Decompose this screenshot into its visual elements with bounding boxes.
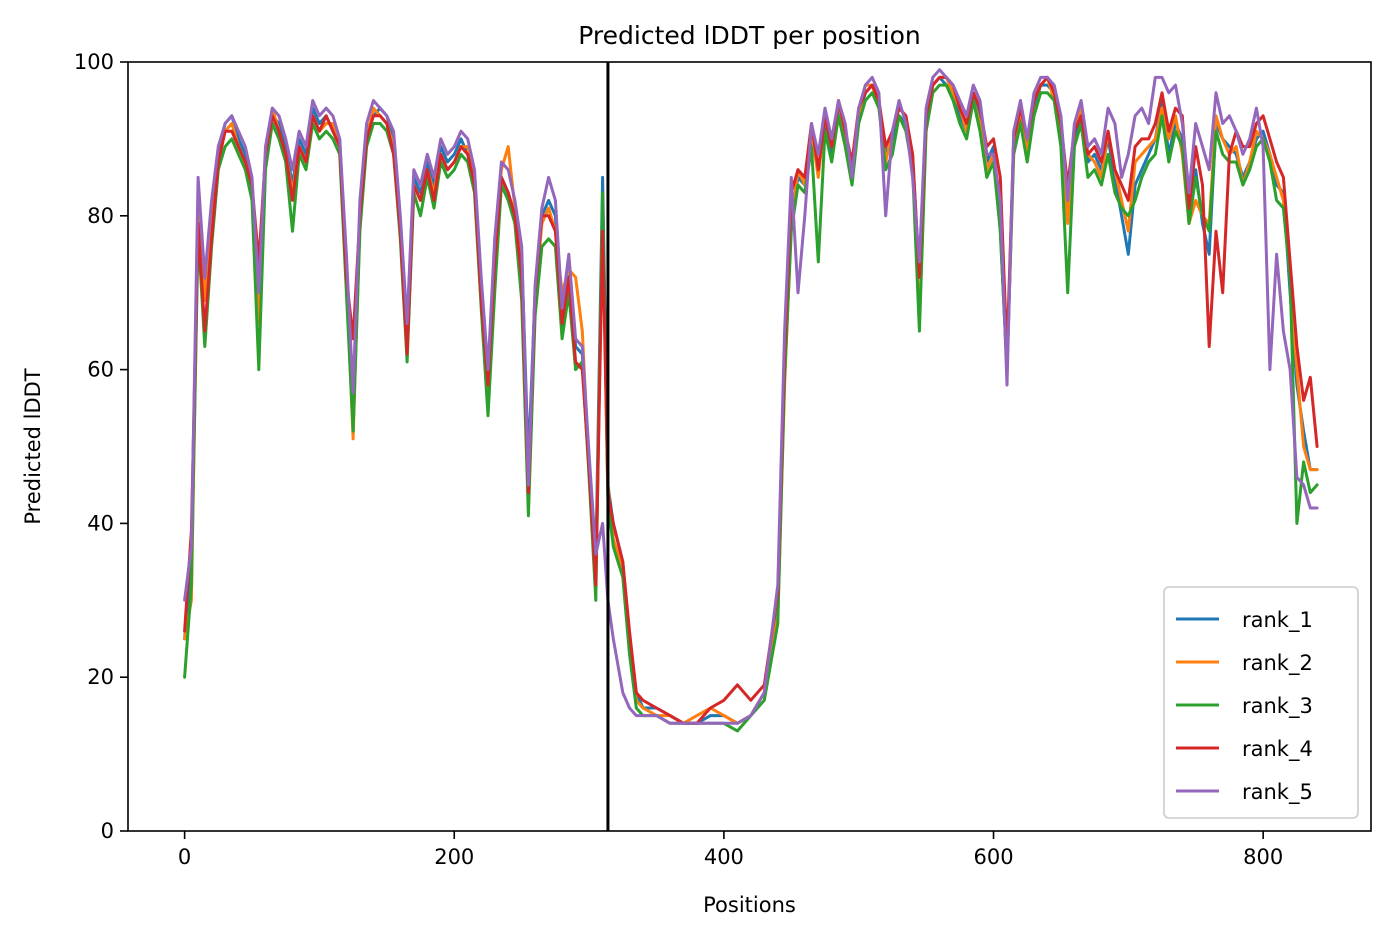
x-axis-ticks: 0 200 400 600 800 — [178, 831, 1283, 869]
y-axis-ticks: 0 20 40 60 80 100 — [74, 50, 128, 843]
y-tick-label: 40 — [87, 511, 114, 535]
x-axis-label: Positions — [703, 893, 796, 917]
legend-box — [1163, 586, 1359, 819]
x-tick-label: 400 — [704, 845, 744, 869]
y-tick-label: 0 — [101, 819, 114, 843]
axes-frame — [127, 61, 1372, 832]
series-line-rank-5 — [183, 68, 1319, 725]
x-tick-label: 200 — [434, 845, 474, 869]
legend-label-rank-1: rank_1 — [1242, 608, 1313, 633]
y-tick-label: 100 — [74, 50, 114, 74]
chart-title: Predicted lDDT per position — [578, 21, 920, 50]
x-tick-label: 600 — [973, 845, 1013, 869]
y-tick-label: 60 — [87, 358, 114, 382]
legend-label-rank-4: rank_4 — [1242, 737, 1313, 762]
y-tick-label: 20 — [87, 665, 114, 689]
legend-label-rank-2: rank_2 — [1242, 651, 1313, 676]
legend-label-rank-5: rank_5 — [1242, 780, 1313, 805]
x-tick-label: 0 — [178, 845, 191, 869]
x-tick-label: 800 — [1243, 845, 1283, 869]
y-tick-label: 80 — [87, 204, 114, 228]
y-axis-label: Predicted lDDT — [21, 368, 45, 524]
legend: rank_1 rank_2 rank_3 rank_4 rank_5 — [1163, 586, 1359, 819]
series-lines — [183, 68, 1319, 733]
legend-label-rank-3: rank_3 — [1242, 694, 1313, 719]
series-line-rank-3 — [183, 83, 1319, 733]
